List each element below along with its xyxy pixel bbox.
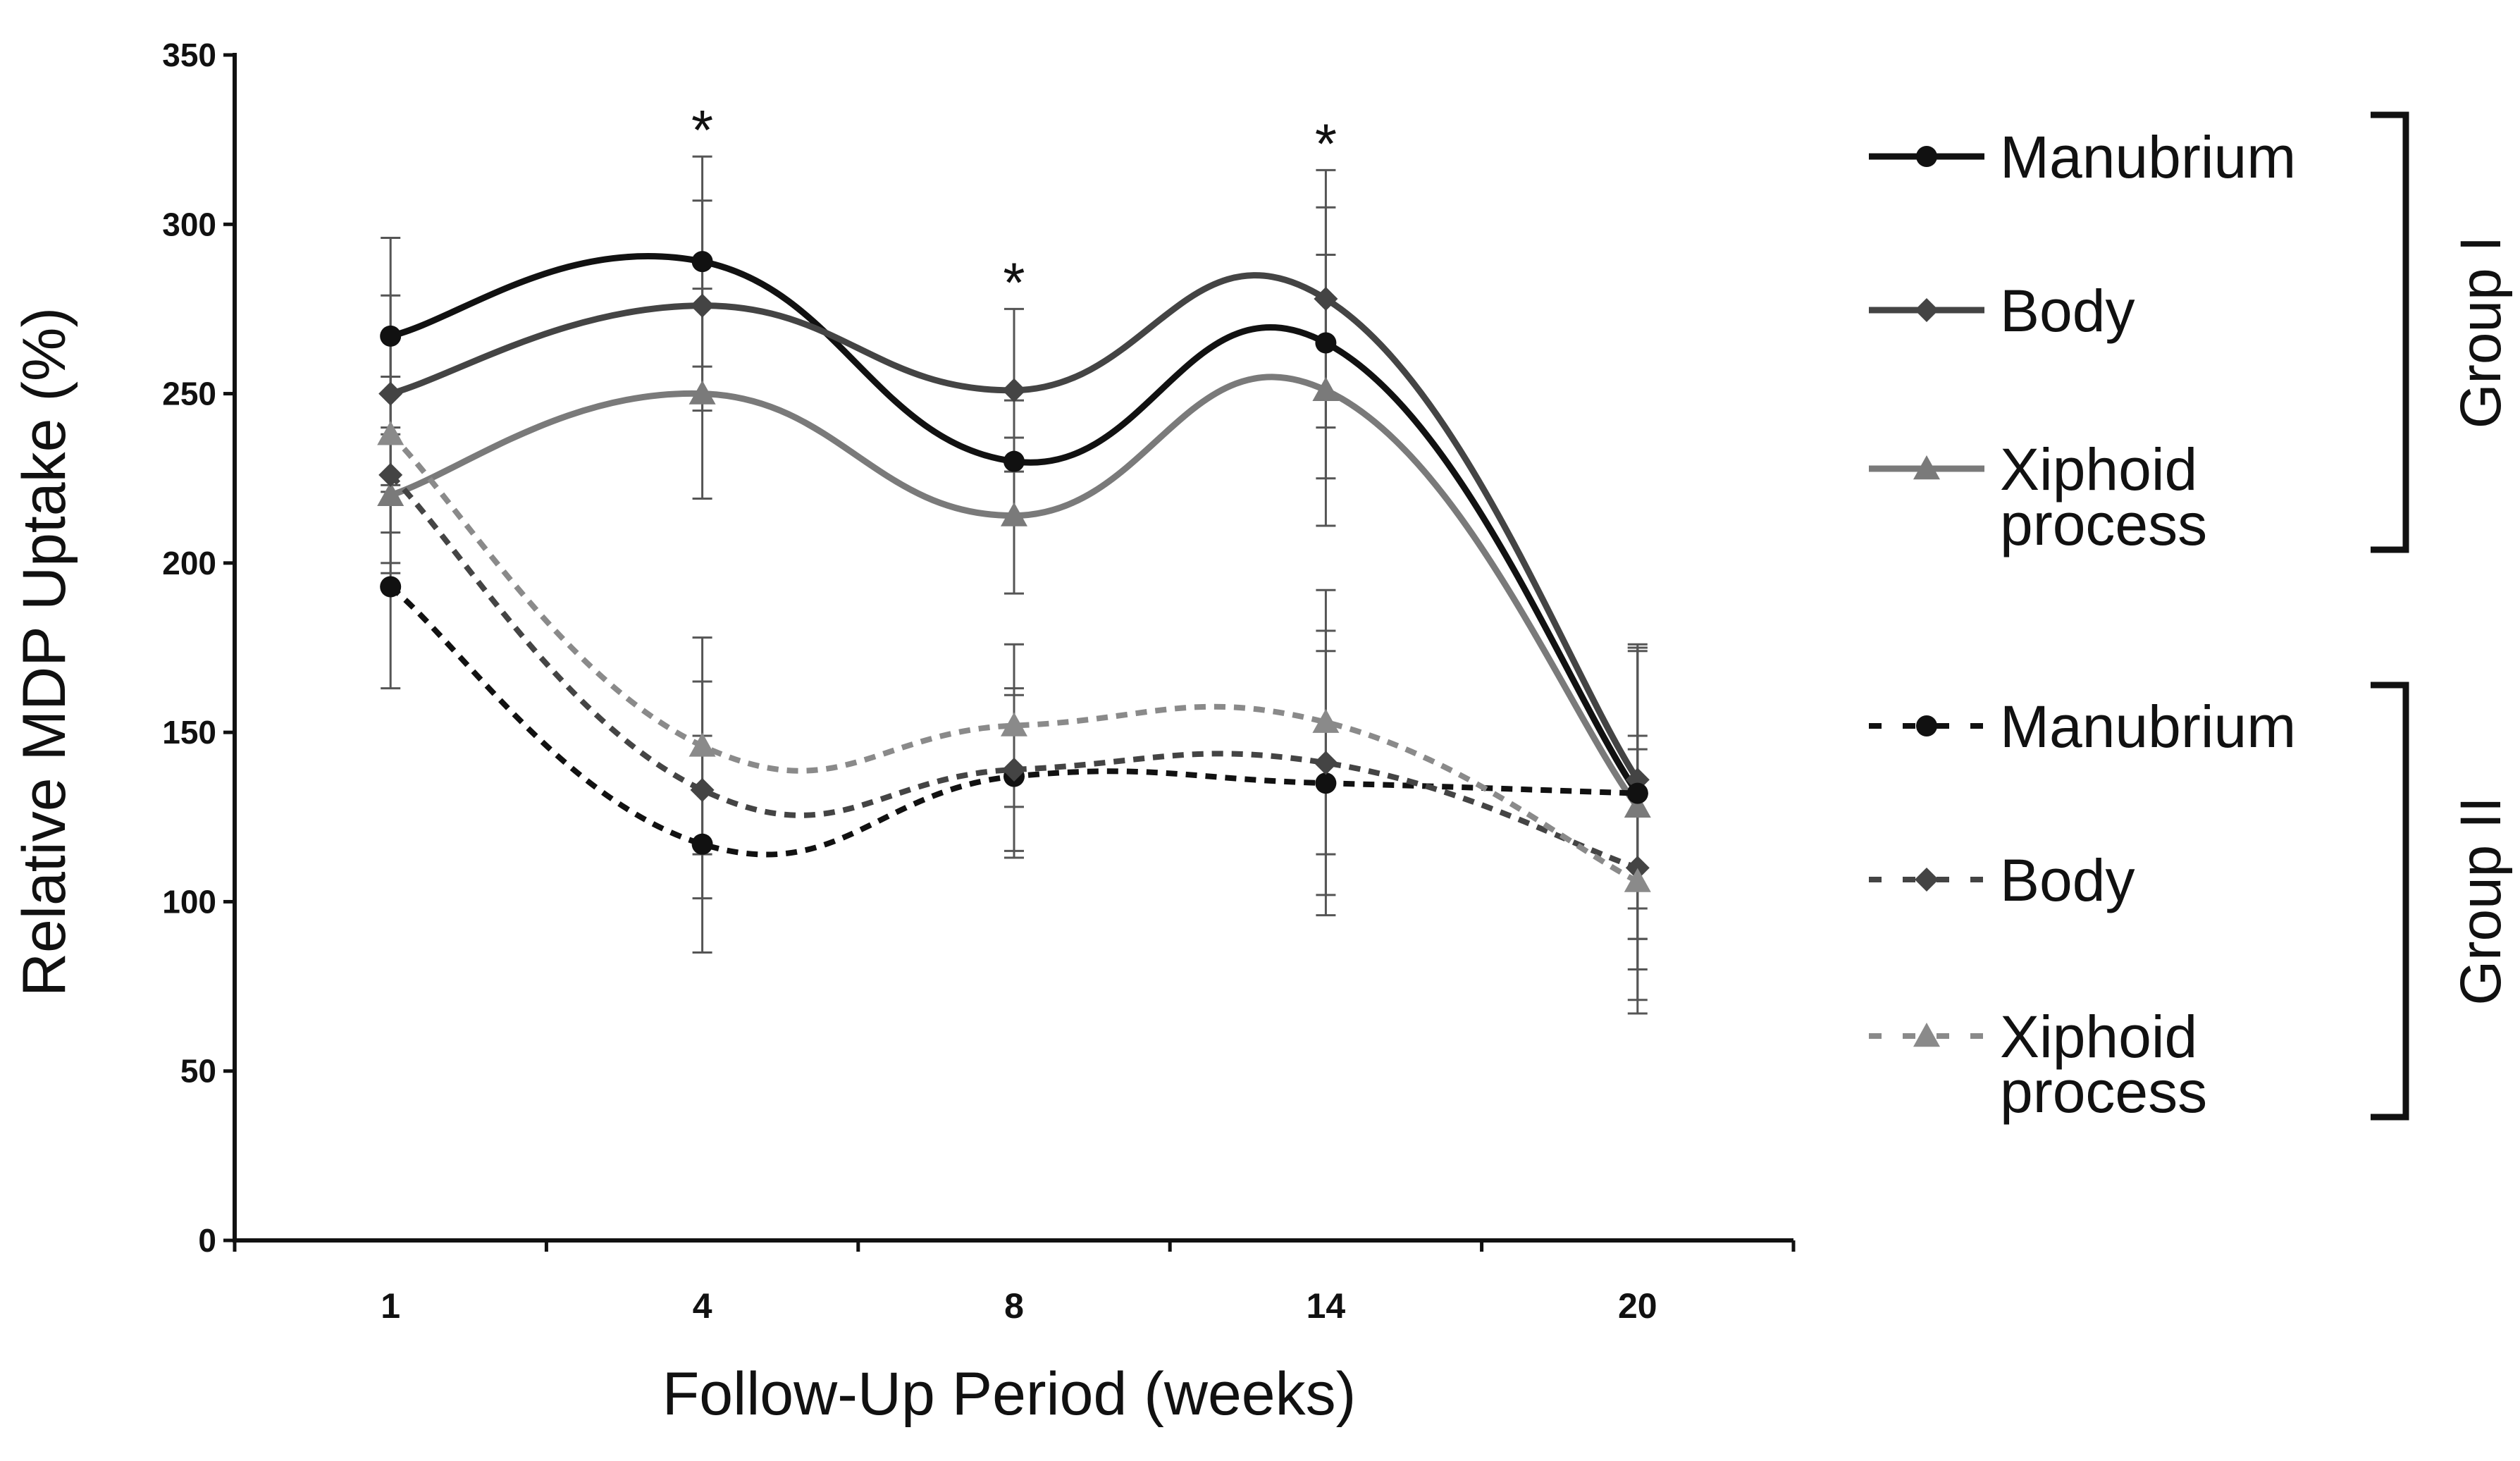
data-point xyxy=(1624,868,1651,892)
legend-label: Body xyxy=(2000,847,2135,913)
data-point xyxy=(1312,708,1340,733)
series-line-0 xyxy=(390,252,1641,796)
group-label: Group II xyxy=(2449,796,2513,1005)
series-line-2 xyxy=(389,374,1641,809)
x-tick-label: 4 xyxy=(693,1286,712,1326)
y-tick-label: 200 xyxy=(162,545,216,581)
legend-marker xyxy=(1913,1023,1940,1047)
data-point xyxy=(1315,332,1337,354)
data-point xyxy=(377,421,404,445)
data-point xyxy=(1003,450,1025,472)
legend-entry: Manubrium xyxy=(1869,124,2296,190)
group-label: Group I xyxy=(2449,236,2513,429)
bracket-line xyxy=(2371,682,2409,1121)
legend-label: process xyxy=(2000,1059,2207,1125)
y-axis-title: Relative MDP Uptake (%) xyxy=(11,307,78,997)
significance-marker: * xyxy=(691,99,713,161)
data-point xyxy=(1002,378,1026,402)
data-point xyxy=(688,732,716,757)
legend-label: Manubrium xyxy=(2000,124,2296,190)
legend-entry: Body xyxy=(1869,847,2135,913)
legend-label: Xiphoid xyxy=(2000,1004,2197,1070)
legend-label: Body xyxy=(2000,278,2135,344)
data-point xyxy=(1001,502,1027,526)
data-point xyxy=(690,777,715,802)
data-point xyxy=(1314,287,1338,312)
legend-label: Manubrium xyxy=(2000,693,2296,760)
x-tick-label: 8 xyxy=(1004,1286,1024,1326)
legend-label: Xiphoid xyxy=(2000,436,2197,503)
data-point xyxy=(378,462,403,487)
x-tick-label: 1 xyxy=(381,1286,400,1326)
y-tick-label: 300 xyxy=(162,206,216,242)
legend-entry: Manubrium xyxy=(1869,693,2296,760)
data-point xyxy=(688,380,716,405)
data-point xyxy=(1312,376,1340,401)
data-point xyxy=(380,325,402,347)
y-tick-label: 0 xyxy=(198,1222,216,1259)
y-tick-label: 250 xyxy=(162,376,216,412)
data-point xyxy=(1314,751,1338,775)
data-point xyxy=(1626,782,1648,804)
data-point xyxy=(1315,772,1337,794)
series-line-5 xyxy=(388,432,1639,884)
y-tick-label: 150 xyxy=(162,714,216,751)
series-line-3 xyxy=(388,584,1638,858)
data-point xyxy=(691,251,713,273)
data-point xyxy=(1002,758,1026,782)
data-point xyxy=(1625,856,1650,880)
legend-marker xyxy=(1916,146,1937,167)
legend-marker xyxy=(1915,868,1939,892)
legend-entry: Body xyxy=(1869,278,2135,344)
y-tick-label: 100 xyxy=(162,883,216,920)
legend-label: process xyxy=(2000,491,2207,557)
x-axis-title: Follow-Up Period (weeks) xyxy=(662,1360,1357,1428)
x-tick-label: 14 xyxy=(1307,1286,1346,1326)
data-point xyxy=(690,293,715,318)
legend-marker xyxy=(1916,715,1937,736)
data-point xyxy=(691,833,713,855)
series-line-4 xyxy=(388,473,1639,871)
y-tick-label: 50 xyxy=(180,1053,216,1090)
data-point xyxy=(378,381,403,406)
y-tick-label: 350 xyxy=(162,37,216,73)
series-line-1 xyxy=(389,272,1641,782)
group-bracket-2: Group II xyxy=(2371,682,2513,1121)
legend-marker xyxy=(1915,298,1939,322)
legend-marker xyxy=(1913,455,1940,480)
data-point xyxy=(1001,712,1027,736)
data-point xyxy=(1624,793,1651,818)
significance-marker: * xyxy=(1315,112,1337,175)
x-tick-label: 20 xyxy=(1618,1286,1657,1326)
significance-marker: * xyxy=(1003,251,1025,314)
bracket-line xyxy=(2371,111,2409,553)
data-point xyxy=(380,576,402,598)
group-bracket-1: Group I xyxy=(2371,111,2513,553)
data-point xyxy=(377,481,404,506)
